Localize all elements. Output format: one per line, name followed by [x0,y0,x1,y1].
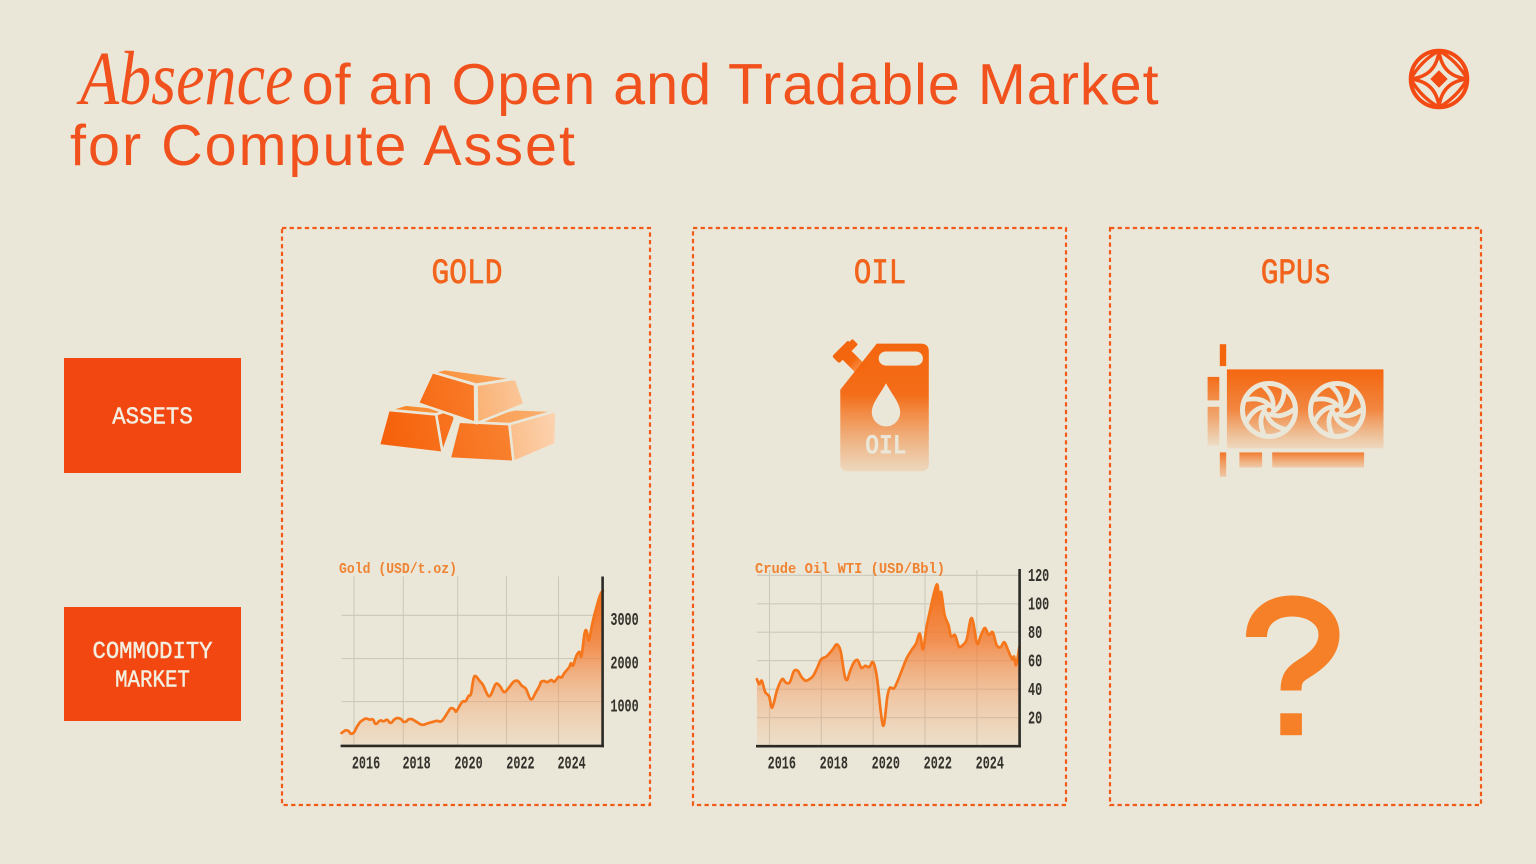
svg-text:2018: 2018 [820,754,848,774]
svg-text:2022: 2022 [506,754,534,774]
svg-text:3000: 3000 [610,611,638,631]
svg-text:ASSETS: ASSETS [112,405,193,432]
svg-text:GPUs: GPUs [1261,253,1332,292]
svg-text:40: 40 [1028,681,1042,701]
svg-text:2016: 2016 [352,754,380,774]
svg-text:2022: 2022 [924,754,952,774]
svg-text:2020: 2020 [454,754,482,774]
svg-text:2000: 2000 [610,654,638,674]
svg-text:2020: 2020 [872,754,900,774]
svg-text:COMMODITY: COMMODITY [93,639,213,666]
svg-text:20: 20 [1028,710,1042,730]
svg-text:2024: 2024 [557,754,585,774]
svg-text:120: 120 [1028,567,1049,587]
svg-text:60: 60 [1028,653,1042,673]
svg-text:MARKET: MARKET [115,668,190,695]
svg-text:OIL: OIL [865,432,906,463]
svg-text:Crude Oil WTI (USD/Bbl): Crude Oil WTI (USD/Bbl) [755,562,945,578]
svg-text:80: 80 [1028,624,1042,644]
svg-text:2016: 2016 [768,754,796,774]
svg-text:2024: 2024 [976,754,1004,774]
svg-text:OIL: OIL [854,253,906,292]
svg-text:100: 100 [1028,596,1049,616]
svg-text:1000: 1000 [610,697,638,717]
svg-text:Gold (USD/t.oz): Gold (USD/t.oz) [339,562,457,578]
svg-text:GOLD: GOLD [431,253,502,292]
svg-text:2018: 2018 [402,754,430,774]
